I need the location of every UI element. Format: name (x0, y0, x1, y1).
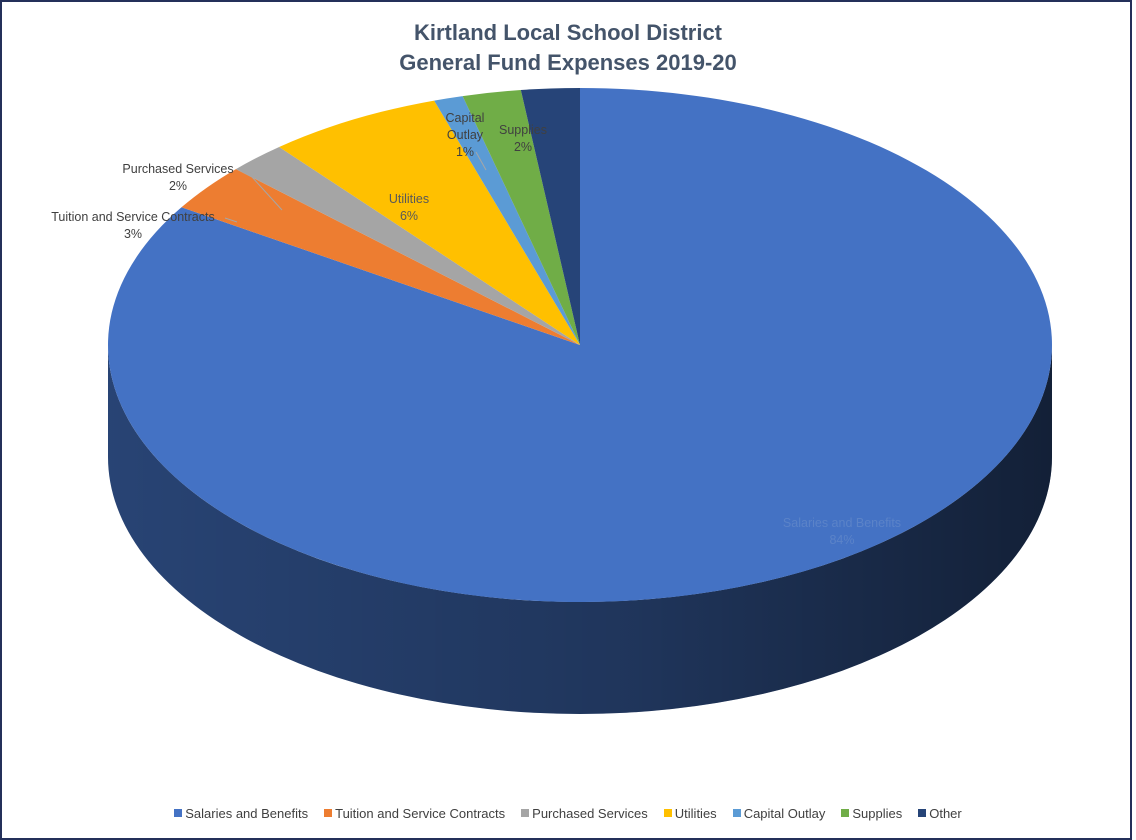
chart-title: Kirtland Local School District General F… (0, 18, 1136, 78)
legend-label-salaries-and-benefits: Salaries and Benefits (185, 805, 309, 821)
legend: Salaries and Benefits Tuition and Service… (0, 803, 1136, 823)
legend-item-utilities: Utilities (663, 805, 717, 821)
data-label-utilities: Utilities 6% (389, 192, 429, 223)
legend-label-supplies: Supplies (852, 805, 903, 821)
leader-line-purchased-services (238, 169, 283, 211)
legend-label-capital-outlay: Capital Outlay (743, 805, 826, 821)
legend-swatch-other (918, 809, 927, 817)
data-label-tuition-and-service-contracts: Tuition and Service Contracts 3% (51, 210, 215, 241)
pie-side-shade-salaries-and-benefits (108, 345, 1052, 714)
leader-line-capital-outlay (475, 151, 487, 171)
pie-slice-purchased-services (235, 146, 580, 345)
pie-slice-other (520, 88, 580, 345)
legend-swatch-purchased-services (521, 809, 530, 817)
legend-swatch-utilities (663, 809, 672, 817)
pie-slice-capital-outlay (434, 96, 580, 345)
data-label-supplies: Supplies 2% (499, 123, 547, 154)
data-label-salaries-and-benefits: Salaries and Benefits 84% (783, 516, 901, 547)
legend-label-utilities: Utilities (674, 805, 717, 821)
pie-slice-tuition-and-service-contracts (181, 169, 580, 345)
legend-swatch-supplies (841, 809, 850, 817)
pie-slice-supplies (462, 90, 580, 345)
legend-label-tuition-and-service-contracts: Tuition and Service Contracts (335, 805, 506, 821)
legend-item-supplies: Supplies (841, 806, 902, 821)
legend-label-other: Other (929, 805, 962, 821)
legend-swatch-tuition-and-service-contracts (324, 809, 333, 817)
chart-subtitle-line: General Fund Expenses 2019-20 (399, 50, 737, 75)
pie-slice-utilities (279, 100, 580, 345)
legend-label-purchased-services: Purchased Services (532, 805, 648, 821)
legend-item-other: Other (918, 806, 962, 821)
data-label-capital-outlay: Capital Outlay 1% (446, 111, 485, 159)
leader-line-tuition-and-service-contracts (224, 217, 238, 223)
legend-swatch-salaries-and-benefits (174, 809, 183, 817)
data-label-purchased-services: Purchased Services 2% (122, 162, 233, 193)
legend-item-capital-outlay: Capital Outlay (732, 805, 826, 821)
legend-swatch-capital-outlay (732, 809, 741, 817)
chart-title-line: Kirtland Local School District (413, 20, 723, 45)
legend-item-purchased-services: Purchased Services (521, 806, 648, 821)
legend-item-salaries-and-benefits: Salaries and Benefits (174, 806, 308, 821)
legend-item-tuition-and-service-contracts: Tuition and Service Contracts (324, 806, 505, 821)
